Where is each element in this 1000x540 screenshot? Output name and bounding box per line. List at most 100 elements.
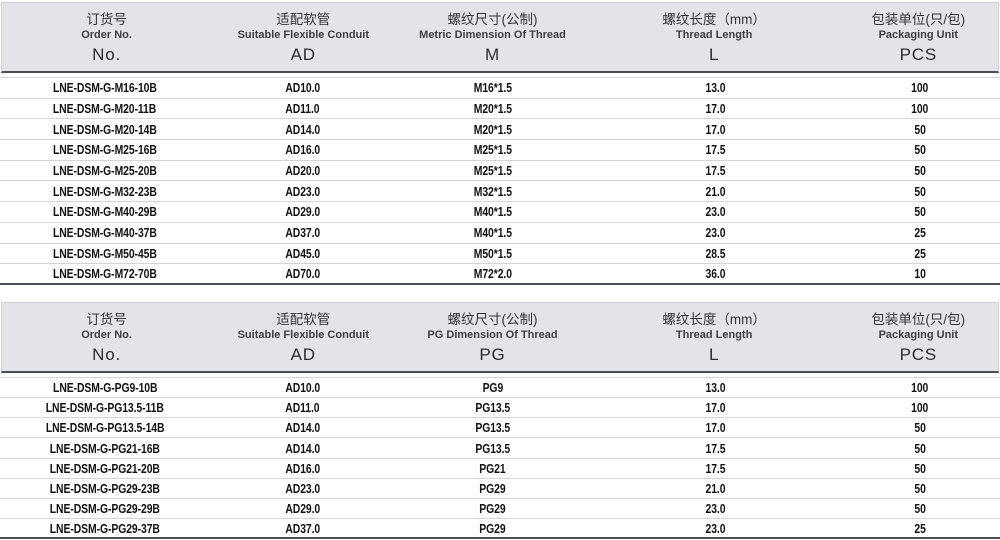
conduit-cell: AD70.0 xyxy=(285,266,320,282)
header-col-conduit: 适配软管 Suitable Flexible Conduit AD xyxy=(211,3,395,71)
col-title-en: Suitable Flexible Conduit xyxy=(237,29,369,41)
table-header-metric: 订货号 Order No. No. 适配软管 Suitable Flexible… xyxy=(1,2,999,73)
col-symbol: L xyxy=(708,344,720,364)
header-col-thread-size: 螺纹尺寸(公制) PG Dimension Of Thread PG xyxy=(395,303,589,371)
table-row: LNE-DSM-G-PG29-29B AD29.0 PG29 23.0 50 xyxy=(0,499,1000,520)
col-title-zh: 螺纹长度（mm） xyxy=(662,12,766,27)
col-title-zh: 适配软管 xyxy=(276,311,331,327)
conduit-cell: AD23.0 xyxy=(285,183,320,199)
conduit-cell: AD37.0 xyxy=(285,225,320,241)
thread-size-cell: M50*1.5 xyxy=(473,245,512,261)
packaging-cell: 50 xyxy=(914,204,926,220)
header-col-thread-length: 螺纹长度（mm） Thread Length L xyxy=(590,303,839,371)
order-no-cell: LNE-DSM-G-M16-10B xyxy=(53,80,157,96)
thread-size-cell: PG13.5 xyxy=(475,400,510,416)
spec-table-metric: 订货号 Order No. No. 适配软管 Suitable Flexible… xyxy=(0,2,1000,285)
order-no-cell: LNE-DSM-G-M25-20B xyxy=(53,163,157,179)
packaging-cell: 100 xyxy=(911,80,929,96)
table-row: LNE-DSM-G-PG13.5-11B AD11.0 PG13.5 17.0 … xyxy=(0,398,1000,419)
col-symbol: PCS xyxy=(899,45,937,64)
thread-length-cell: 17.5 xyxy=(705,440,725,456)
col-symbol: PCS xyxy=(899,344,937,364)
table-row: LNE-DSM-G-PG21-16B AD14.0 PG13.5 17.5 50 xyxy=(0,438,1000,459)
conduit-cell: AD11.0 xyxy=(285,400,320,416)
col-title-en: Packaging Unit xyxy=(878,328,959,341)
thread-length-cell: 23.0 xyxy=(705,204,725,220)
header-col-order-no: 订货号 Order No. No. xyxy=(2,3,211,71)
table-row: LNE-DSM-G-PG13.5-14B AD14.0 PG13.5 17.0 … xyxy=(0,418,1000,439)
col-symbol: No. xyxy=(92,45,121,64)
table-row: LNE-DSM-G-PG21-20B AD16.0 PG21 17.5 50 xyxy=(0,458,1000,479)
thread-size-cell: M32*1.5 xyxy=(473,183,512,199)
thread-length-cell: 17.5 xyxy=(705,163,725,179)
packaging-cell: 50 xyxy=(914,183,926,199)
thread-length-cell: 13.0 xyxy=(705,80,725,96)
thread-size-cell: M20*1.5 xyxy=(473,121,512,137)
conduit-cell: AD20.0 xyxy=(285,163,320,179)
packaging-cell: 50 xyxy=(914,121,926,137)
thread-size-cell: PG13.5 xyxy=(475,440,510,456)
thread-length-cell: 28.5 xyxy=(705,245,725,261)
col-title-zh: 订货号 xyxy=(86,12,127,27)
table-row: LNE-DSM-G-M25-16B AD16.0 M25*1.5 17.5 50 xyxy=(0,140,1000,161)
col-title-en: Order No. xyxy=(81,29,132,41)
col-title-zh: 包装单位(只/包) xyxy=(871,12,966,27)
conduit-cell: AD14.0 xyxy=(285,121,320,137)
col-symbol: No. xyxy=(92,344,121,364)
col-title-en: Suitable Flexible Conduit xyxy=(237,328,369,341)
packaging-cell: 50 xyxy=(914,440,926,456)
order-no-cell: LNE-DSM-G-PG13.5-11B xyxy=(45,400,165,416)
thread-size-cell: M72*2.0 xyxy=(473,266,512,282)
thread-length-cell: 23.0 xyxy=(705,225,725,241)
table-row: LNE-DSM-G-PG29-23B AD23.0 PG29 21.0 50 xyxy=(0,478,1000,499)
col-symbol: AD xyxy=(290,45,316,64)
conduit-cell: AD10.0 xyxy=(285,379,320,395)
table-body-metric: LNE-DSM-G-M16-10B AD10.0 M16*1.5 13.0 10… xyxy=(0,77,1000,285)
thread-size-cell: PG13.5 xyxy=(475,420,510,436)
conduit-cell: AD16.0 xyxy=(285,142,320,158)
order-no-cell: LNE-DSM-G-M40-37B xyxy=(53,225,157,241)
packaging-cell: 10 xyxy=(914,266,926,282)
thread-size-cell: PG29 xyxy=(479,501,506,517)
order-no-cell: LNE-DSM-G-PG29-23B xyxy=(49,480,161,496)
thread-size-cell: M25*1.5 xyxy=(473,142,512,158)
col-title-zh: 适配软管 xyxy=(276,12,331,27)
thread-size-cell: PG21 xyxy=(479,460,506,476)
order-no-cell: LNE-DSM-G-M32-23B xyxy=(53,183,157,199)
packaging-cell: 100 xyxy=(911,101,929,117)
col-title-zh: 螺纹尺寸(公制) xyxy=(447,12,538,27)
conduit-cell: AD10.0 xyxy=(285,80,320,96)
col-title-zh: 包装单位(只/包) xyxy=(871,311,966,327)
thread-length-cell: 23.0 xyxy=(705,520,725,536)
packaging-cell: 50 xyxy=(914,163,926,179)
thread-size-cell: M20*1.5 xyxy=(473,101,512,117)
thread-size-cell: PG9 xyxy=(482,379,503,395)
table-row: LNE-DSM-G-M50-45B AD45.0 M50*1.5 28.5 25 xyxy=(0,243,1000,265)
header-col-packaging: 包装单位(只/包) Packaging Unit PCS xyxy=(839,3,998,71)
table-header-pg: 订货号 Order No. No. 适配软管 Suitable Flexible… xyxy=(1,301,999,373)
col-title-zh: 订货号 xyxy=(86,311,127,327)
conduit-cell: AD29.0 xyxy=(285,501,320,517)
thread-size-cell: M40*1.5 xyxy=(473,204,512,220)
conduit-cell: AD23.0 xyxy=(285,480,320,496)
order-no-cell: LNE-DSM-G-PG13.5-14B xyxy=(45,420,165,436)
table-row: LNE-DSM-G-M72-70B AD70.0 M72*2.0 36.0 10 xyxy=(0,264,1000,285)
table-row: LNE-DSM-G-M32-23B AD23.0 M32*1.5 21.0 50 xyxy=(0,181,1000,203)
table-row: LNE-DSM-G-M20-14B AD14.0 M20*1.5 17.0 50 xyxy=(0,119,1000,141)
order-no-cell: LNE-DSM-G-PG21-16B xyxy=(49,440,161,456)
packaging-cell: 25 xyxy=(914,245,926,261)
packaging-cell: 100 xyxy=(911,379,929,395)
order-no-cell: LNE-DSM-G-M40-29B xyxy=(53,204,157,220)
order-no-cell: LNE-DSM-G-PG29-37B xyxy=(49,520,161,536)
table-row: LNE-DSM-G-M25-20B AD20.0 M25*1.5 17.5 50 xyxy=(0,160,1000,182)
header-col-conduit: 适配软管 Suitable Flexible Conduit AD xyxy=(211,303,395,371)
thread-size-cell: M25*1.5 xyxy=(473,163,512,179)
conduit-cell: AD29.0 xyxy=(285,204,320,220)
thread-length-cell: 17.5 xyxy=(705,142,725,158)
col-symbol: PG xyxy=(479,344,506,364)
thread-size-cell: PG29 xyxy=(479,520,506,536)
packaging-cell: 25 xyxy=(914,225,926,241)
thread-length-cell: 17.0 xyxy=(705,121,725,137)
col-title-en: Thread Length xyxy=(675,29,753,41)
